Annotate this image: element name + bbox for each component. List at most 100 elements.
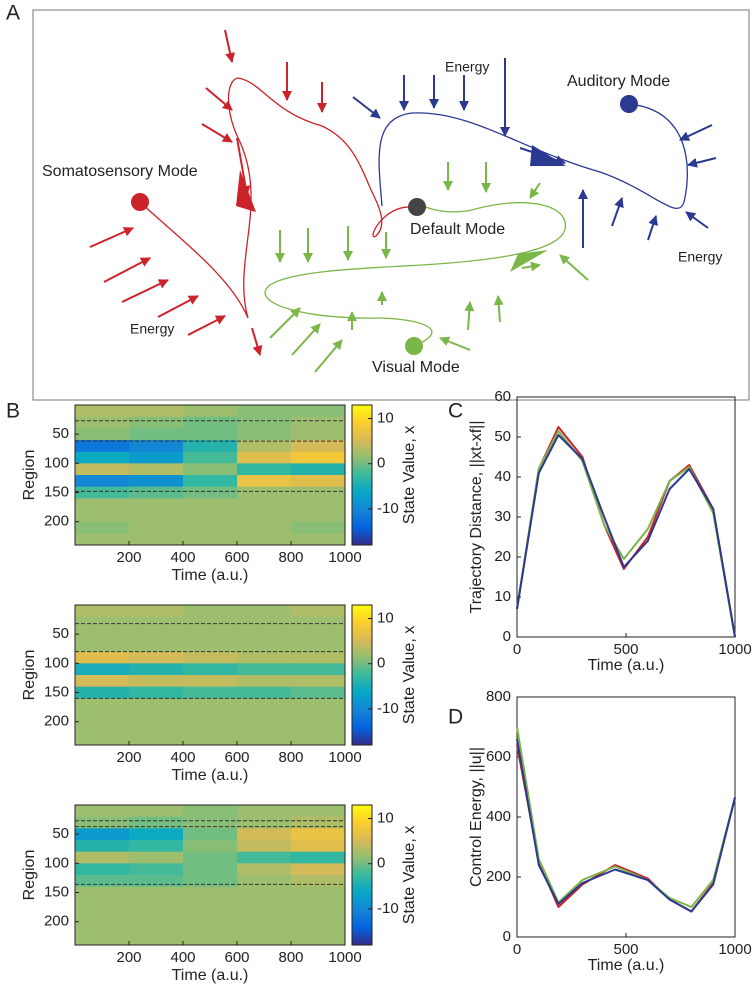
node-label: Default Mode <box>410 221 505 238</box>
heat-cell <box>237 475 292 488</box>
x-tick-label: 400 <box>170 549 195 566</box>
y-tick-label: 0 <box>503 628 511 645</box>
energy-label: Energy <box>678 249 722 265</box>
x-tick-label: 200 <box>116 749 141 766</box>
node-label: Somatosensory Mode <box>42 163 198 180</box>
heat-cell <box>237 486 292 499</box>
line-chart: 0 500 1000 0 200 400 600 800 Time (a.u.) Control … <box>468 688 751 974</box>
x-tick-label: 400 <box>170 749 195 766</box>
input-arrow <box>679 124 713 141</box>
heat-cell <box>183 721 238 734</box>
y-tick-label: 100 <box>44 654 69 671</box>
y-tick-label: 50 <box>494 428 511 445</box>
heat-cell <box>75 521 130 534</box>
y-tick-label: 600 <box>486 748 511 765</box>
heat-cell <box>75 640 130 653</box>
heat-cell <box>75 463 130 476</box>
heat-cell <box>183 405 238 418</box>
x-tick-label: 800 <box>278 749 303 766</box>
node <box>131 193 149 211</box>
heat-cell <box>75 910 130 923</box>
heat-cell <box>183 521 238 534</box>
colorbar-label: State Value, x <box>401 426 418 524</box>
heat-cell <box>237 428 292 441</box>
heat-cell <box>237 416 292 429</box>
plot-frame <box>516 396 736 638</box>
heat-cell <box>237 851 292 864</box>
y-tick-label: 30 <box>494 508 511 525</box>
heat-cell <box>183 805 238 818</box>
heat-cell <box>183 816 238 829</box>
heat-cell <box>129 875 184 888</box>
heat-cell <box>75 475 130 488</box>
heat-cell <box>129 498 184 511</box>
heat-cell <box>237 898 292 911</box>
y-tick-label: 800 <box>486 688 511 705</box>
heat-cell <box>183 533 238 546</box>
heat-cell <box>75 510 130 523</box>
heat-cell <box>75 428 130 441</box>
heat-cell <box>129 510 184 523</box>
y-axis-label: Control Energy, ||u|| <box>468 747 485 887</box>
x-axis-label: Time (a.u.) <box>588 957 665 974</box>
heat-cell <box>129 805 184 818</box>
y-tick-label: 100 <box>44 454 69 471</box>
heat-cell <box>237 805 292 818</box>
heat-cell <box>183 886 238 899</box>
y-tick-label: 200 <box>486 868 511 885</box>
heat-cell <box>291 463 346 476</box>
y-tick-label: 200 <box>44 913 69 930</box>
colorbar-tick-label: 10 <box>377 410 394 427</box>
heat-cell <box>291 651 346 664</box>
heat-cell <box>291 910 346 923</box>
series-line <box>516 434 736 638</box>
series-line <box>516 738 736 913</box>
heat-cell <box>75 898 130 911</box>
heat-cell <box>129 663 184 676</box>
heat-cell <box>183 686 238 699</box>
heat-cell <box>129 816 184 829</box>
heat-cell <box>291 933 346 946</box>
heat-cell <box>291 898 346 911</box>
heat-cell <box>237 840 292 853</box>
colorbar-label: State Value, x <box>401 826 418 924</box>
heat-cell <box>291 698 346 711</box>
heat-cell <box>75 675 130 688</box>
heat-cell <box>237 521 292 534</box>
heat-cell <box>237 640 292 653</box>
heat-cell <box>129 733 184 746</box>
y-tick-label: 200 <box>44 713 69 730</box>
input-arrow <box>352 96 381 119</box>
heat-cell <box>237 910 292 923</box>
heat-cell <box>237 816 292 829</box>
heat-cell <box>237 733 292 746</box>
mode-diagram <box>89 29 717 373</box>
heat-cell <box>183 851 238 864</box>
heat-cell <box>291 533 346 546</box>
input-arrow <box>314 339 343 373</box>
heat-cell <box>75 498 130 511</box>
heat-cell <box>129 451 184 464</box>
heat-cell <box>75 721 130 734</box>
heat-cell <box>129 863 184 876</box>
heat-cell <box>183 616 238 629</box>
heat-cell <box>183 486 238 499</box>
heat-cell <box>75 840 130 853</box>
input-arrow <box>103 257 151 283</box>
heat-cell <box>291 840 346 853</box>
heat-cell <box>75 616 130 629</box>
heat-cell <box>75 663 130 676</box>
input-arrow <box>157 295 199 318</box>
heat-cell <box>129 721 184 734</box>
heat-cell <box>183 440 238 453</box>
panel-label: A <box>6 2 20 25</box>
input-arrow <box>187 315 226 336</box>
input-arrow <box>439 336 471 351</box>
heat-cell <box>129 405 184 418</box>
heat-cell <box>291 510 346 523</box>
x-tick-label: 1000 <box>328 549 361 566</box>
heat-cell <box>75 440 130 453</box>
heat-cell <box>237 605 292 618</box>
node <box>620 95 638 113</box>
